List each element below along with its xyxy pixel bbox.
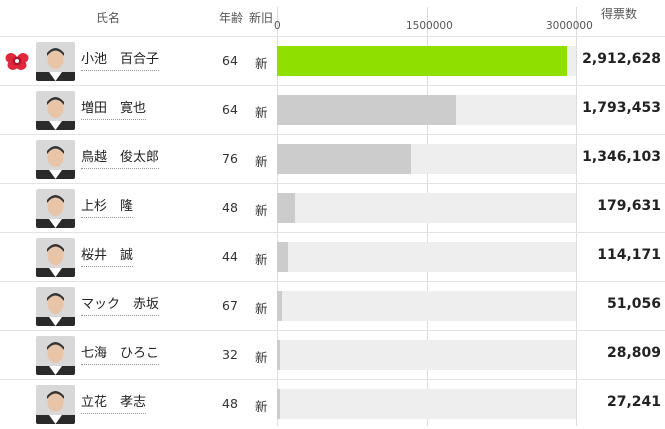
candidate-name[interactable]: 桜井 誠 xyxy=(81,247,134,267)
vote-bar-track xyxy=(277,144,576,174)
vote-count: 1,793,453 xyxy=(582,100,661,116)
vote-bar xyxy=(277,242,288,272)
scale-tick-mid: 1500000 xyxy=(406,20,453,32)
header-age: 年齢 xyxy=(219,11,244,25)
candidate-photo[interactable] xyxy=(36,140,75,179)
vote-count: 2,912,628 xyxy=(582,51,661,67)
vote-bar xyxy=(277,389,280,419)
vote-count: 27,241 xyxy=(606,394,661,410)
candidate-name[interactable]: 増田 寛也 xyxy=(81,100,147,120)
vote-count: 179,631 xyxy=(597,198,661,214)
candidate-age: 64 xyxy=(222,53,238,68)
candidate-age: 32 xyxy=(222,347,238,362)
vote-count: 114,171 xyxy=(597,247,661,263)
candidate-photo[interactable] xyxy=(36,189,75,228)
vote-bar-track xyxy=(277,46,576,76)
candidate-photo[interactable] xyxy=(36,91,75,130)
candidate-status: 新 xyxy=(255,399,268,414)
candidate-age: 44 xyxy=(222,249,238,264)
candidate-row: 立花 孝志 48 新 27,241 xyxy=(0,379,665,429)
candidate-photo[interactable] xyxy=(36,287,75,326)
candidate-status: 新 xyxy=(255,105,268,120)
vote-bar-track xyxy=(277,242,576,272)
vote-bar xyxy=(277,340,280,370)
candidate-status: 新 xyxy=(255,203,268,218)
candidate-status: 新 xyxy=(255,252,268,267)
vote-count: 28,809 xyxy=(606,345,661,361)
candidate-row: マック 赤坂 67 新 51,056 xyxy=(0,281,665,331)
candidate-age: 64 xyxy=(222,102,238,117)
candidate-status: 新 xyxy=(255,301,268,316)
vote-bar xyxy=(277,95,456,125)
candidate-photo[interactable] xyxy=(36,238,75,277)
vote-bar xyxy=(277,291,282,321)
vote-bar-track xyxy=(277,193,576,223)
header-status: 新旧 xyxy=(249,11,274,25)
candidate-name[interactable]: マック 赤坂 xyxy=(81,296,160,316)
candidate-age: 48 xyxy=(222,396,238,411)
vote-count: 51,056 xyxy=(606,296,661,312)
candidate-age: 48 xyxy=(222,200,238,215)
vote-bar-track xyxy=(277,291,576,321)
candidate-age: 67 xyxy=(222,298,238,313)
vote-count: 1,346,103 xyxy=(582,149,661,165)
vote-bar-track xyxy=(277,95,576,125)
candidate-photo[interactable] xyxy=(36,336,75,375)
vote-bar xyxy=(277,193,295,223)
scale-tick-0: 0 xyxy=(274,20,281,32)
candidate-name[interactable]: 小池 百合子 xyxy=(81,51,160,71)
candidate-row: 鳥越 俊太郎 76 新 1,346,103 xyxy=(0,134,665,184)
scale-tick-max: 3000000 xyxy=(546,20,593,32)
candidate-status: 新 xyxy=(255,350,268,365)
gridline-max xyxy=(576,7,577,426)
candidate-row: 小池 百合子 64 新 2,912,628 xyxy=(0,36,665,86)
header-votes: 得票数 xyxy=(601,7,638,21)
candidate-row: 増田 寛也 64 新 1,793,453 xyxy=(0,85,665,135)
candidate-row: 上杉 隆 48 新 179,631 xyxy=(0,183,665,233)
rose-icon xyxy=(5,51,29,71)
candidate-name[interactable]: 七海 ひろこ xyxy=(81,345,160,365)
candidate-age: 76 xyxy=(222,151,238,166)
candidate-photo[interactable] xyxy=(36,385,75,424)
vote-bar xyxy=(277,144,411,174)
vote-bar xyxy=(277,46,567,76)
candidate-status: 新 xyxy=(255,154,268,169)
candidate-name[interactable]: 立花 孝志 xyxy=(81,394,147,414)
vote-bar-track xyxy=(277,389,576,419)
candidate-photo[interactable] xyxy=(36,42,75,81)
candidate-status: 新 xyxy=(255,56,268,71)
header-name: 氏名 xyxy=(96,11,121,25)
vote-bar-track xyxy=(277,340,576,370)
candidate-row: 桜井 誠 44 新 114,171 xyxy=(0,232,665,282)
candidate-name[interactable]: 鳥越 俊太郎 xyxy=(81,149,160,169)
candidate-row: 七海 ひろこ 32 新 28,809 xyxy=(0,330,665,380)
candidate-name[interactable]: 上杉 隆 xyxy=(81,198,134,218)
